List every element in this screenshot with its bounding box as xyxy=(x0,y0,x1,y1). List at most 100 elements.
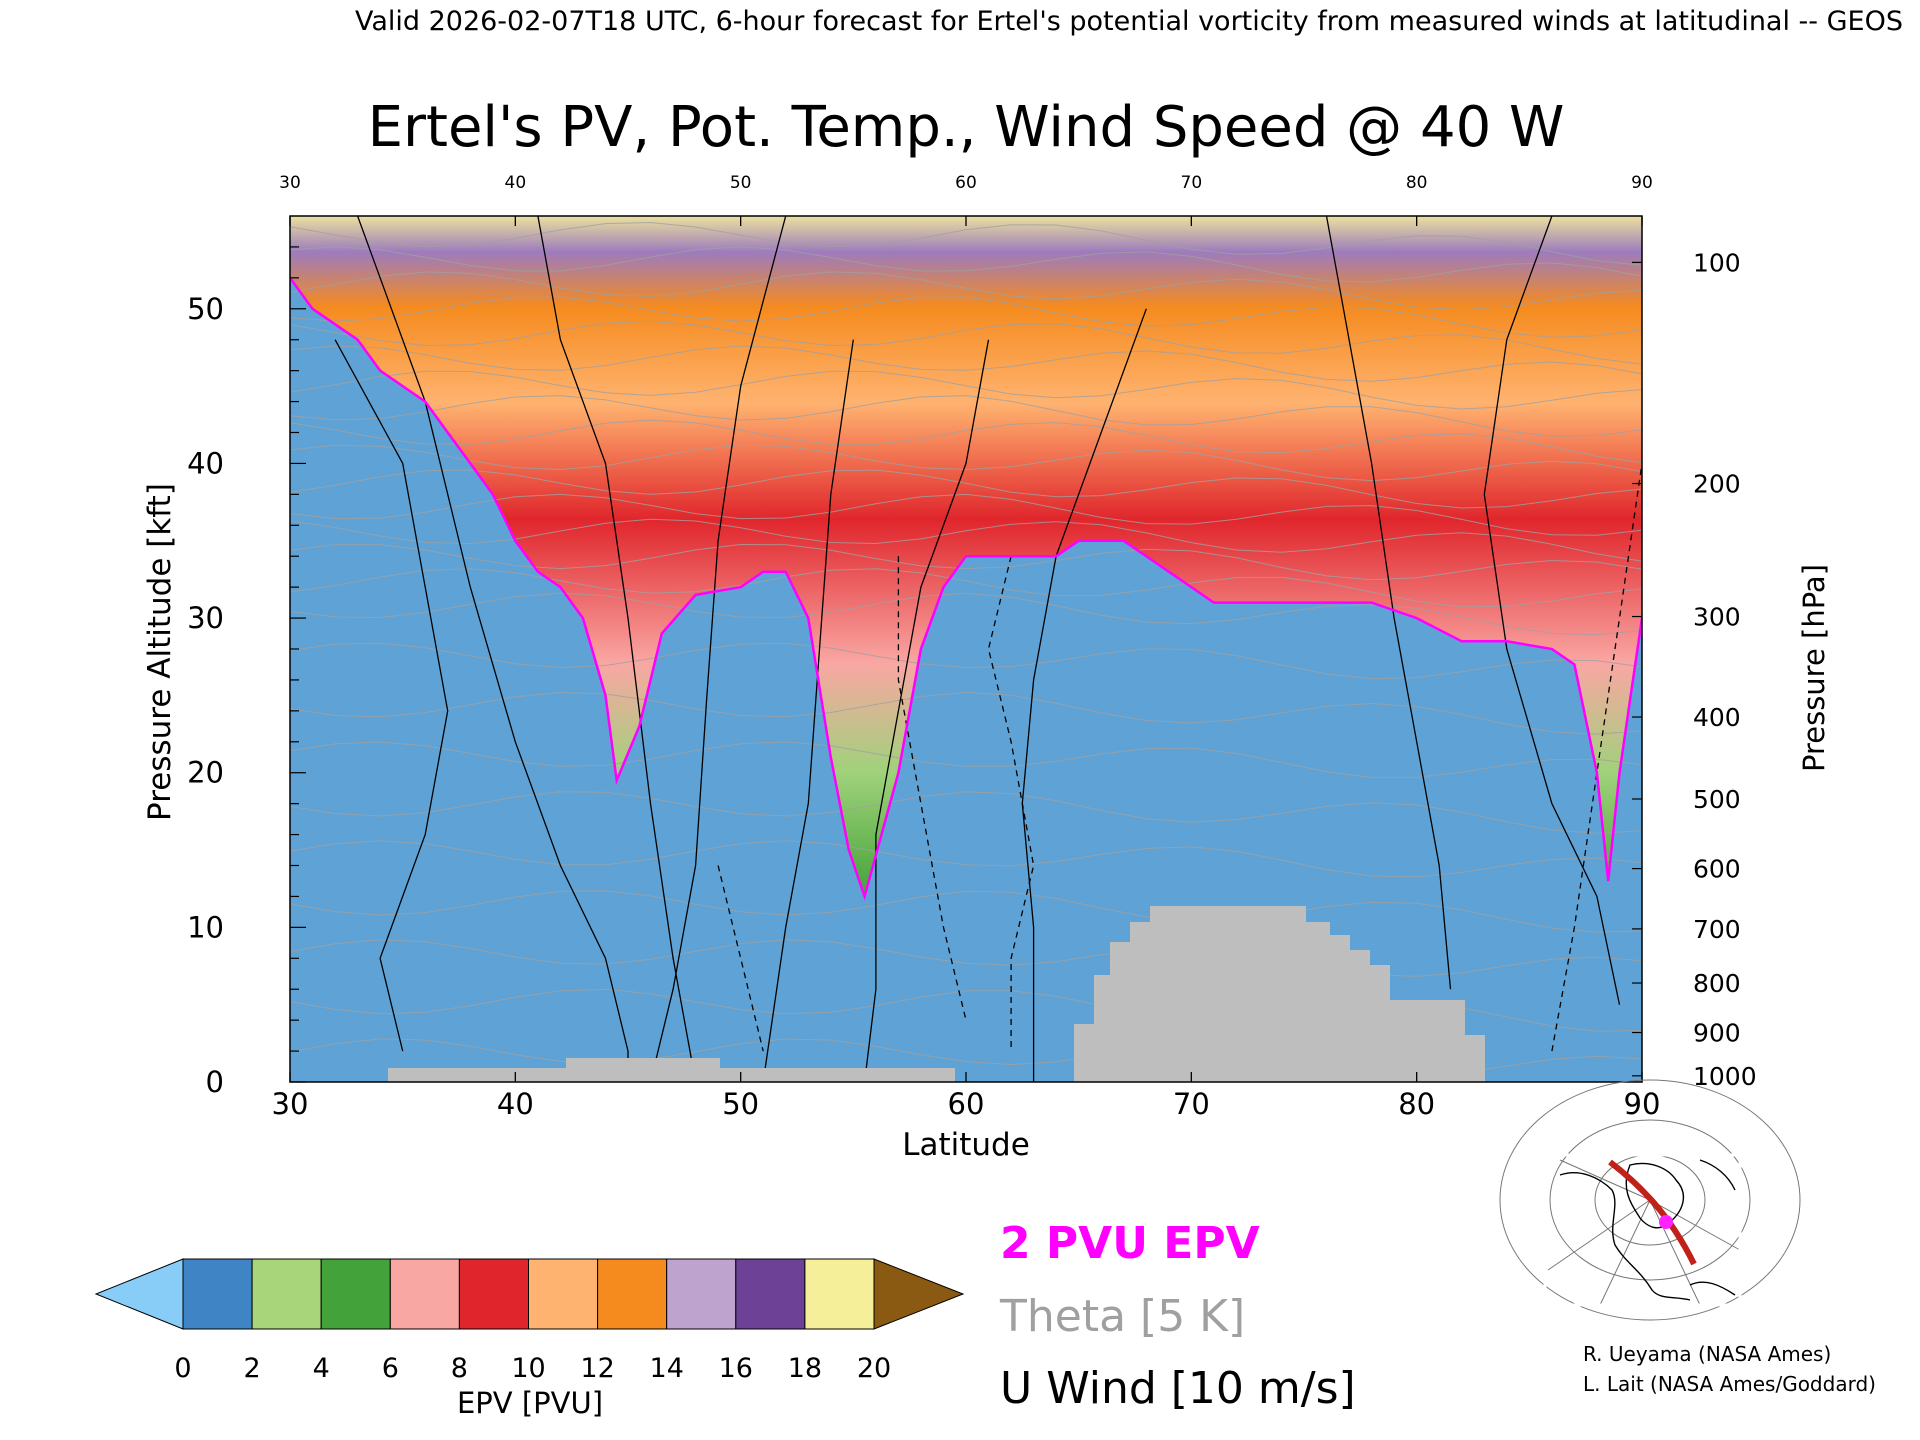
colorbar-segment xyxy=(528,1258,599,1330)
credit-line-1: R. Ueyama (NASA Ames) xyxy=(1583,1342,1831,1366)
theta-contour-line xyxy=(290,592,1642,636)
pv-2pvu-contour xyxy=(290,277,1642,901)
credit-line-2: L. Lait (NASA Ames/Goddard) xyxy=(1583,1372,1876,1396)
theta-contour-line xyxy=(290,493,1642,536)
y-tick-label: 0 xyxy=(206,1065,224,1099)
colorbar-segment xyxy=(389,1258,460,1330)
theta-contour-line xyxy=(290,543,1642,581)
colorbar-segment xyxy=(666,1258,737,1330)
wind-contour-line xyxy=(537,216,697,1082)
wind-contour-line xyxy=(356,216,629,1082)
theta-contour-line xyxy=(290,246,1642,283)
colorbar-tick-label: 16 xyxy=(719,1353,753,1384)
wind-contour-line xyxy=(334,339,449,1052)
legend-entry-label: 2 PVU EPV xyxy=(1000,1218,1260,1269)
pressure-tick-label: 500 xyxy=(1693,785,1741,814)
legend-entry-label: U Wind [10 m/s] xyxy=(1000,1363,1356,1414)
wind-contour-line xyxy=(649,216,787,1082)
colorbar-segment xyxy=(251,1258,322,1330)
colorbar-tick-label: 8 xyxy=(451,1353,468,1384)
wind-contour-line xyxy=(863,339,990,1082)
x-top-tick-label: 70 xyxy=(1181,173,1203,193)
wind-contour-line xyxy=(1483,216,1621,1005)
theta-contour-line xyxy=(290,840,1642,878)
colorbar-tick-label: 20 xyxy=(857,1353,891,1384)
colorbar-segment xyxy=(320,1258,391,1330)
cross-section-track xyxy=(1608,1159,1697,1266)
x-tick-label: 90 xyxy=(1624,1087,1661,1121)
theta-contour-line xyxy=(290,890,1642,933)
x-top-tick-label: 40 xyxy=(505,173,527,193)
y-tick-label: 20 xyxy=(187,756,224,790)
y-tick-label: 40 xyxy=(187,446,224,480)
x-tick-label: 80 xyxy=(1398,1087,1435,1121)
theta-contour-line xyxy=(290,444,1642,482)
wind-contour-line xyxy=(1325,216,1452,990)
x-top-tick-label: 30 xyxy=(279,173,301,193)
colorbar-tick-label: 4 xyxy=(313,1353,330,1384)
x-tick-label: 60 xyxy=(948,1087,985,1121)
colorbar-tick-label: 18 xyxy=(788,1353,822,1384)
valid-time-header: Valid 2026-02-07T18 UTC, 6-hour forecast… xyxy=(355,6,1903,37)
pressure-tick-label: 1000 xyxy=(1693,1062,1757,1091)
location-inset-map xyxy=(1499,1079,1801,1321)
x-top-tick-label: 50 xyxy=(730,173,752,193)
wind-contour-line xyxy=(897,556,967,1021)
x-tick-label: 70 xyxy=(1173,1087,1210,1121)
terrain-mask-north xyxy=(1074,906,1485,1082)
colorbar-segment xyxy=(597,1258,668,1330)
theta-contour-line xyxy=(290,271,1642,311)
pressure-tick-label: 100 xyxy=(1693,248,1741,277)
y-axis-label: Pressure Altitude [kft] xyxy=(142,483,178,821)
pressure-tick-label: 400 xyxy=(1693,703,1741,732)
theta-contour-line xyxy=(290,469,1642,509)
x-tick-label: 50 xyxy=(722,1087,759,1121)
pressure-tick-label: 900 xyxy=(1693,1019,1741,1048)
theta-contour-line xyxy=(290,221,1642,266)
x-tick-label: 30 xyxy=(272,1087,309,1121)
wind-contour-line xyxy=(762,339,854,1082)
colorbar-tick-label: 0 xyxy=(174,1353,191,1384)
pressure-tick-label: 600 xyxy=(1693,855,1741,884)
x-top-tick-label: 80 xyxy=(1406,173,1428,193)
theta-contour-line xyxy=(290,296,1642,338)
y-axis-label-right: Pressure [hPa] xyxy=(1797,564,1831,772)
legend-entry-label: Theta [5 K] xyxy=(999,1291,1245,1342)
theta-contour-line xyxy=(290,395,1642,437)
theta-contour-line xyxy=(290,642,1642,680)
colorbar-segment xyxy=(182,1258,253,1330)
theta-contour-line xyxy=(290,791,1642,834)
x-tick-label: 40 xyxy=(497,1087,534,1121)
colorbar-segment xyxy=(735,1258,806,1330)
y-tick-label: 10 xyxy=(187,910,224,944)
wind-contour-line xyxy=(717,865,764,1052)
y-tick-label: 50 xyxy=(187,292,224,326)
colorbar-segment xyxy=(804,1258,875,1330)
colorbar-tick-label: 2 xyxy=(244,1353,261,1384)
colorbar-segment xyxy=(458,1258,529,1330)
wind-contour-line xyxy=(987,556,1035,1052)
colorbar-tick-label: 10 xyxy=(511,1353,545,1384)
theta-contour-line xyxy=(290,419,1642,464)
theta-contour-line xyxy=(290,320,1642,365)
x-top-tick-label: 90 xyxy=(1631,173,1653,193)
theta-contour-line xyxy=(290,741,1642,778)
colorbar-tick-label: 14 xyxy=(650,1353,684,1384)
pressure-tick-label: 800 xyxy=(1693,969,1741,998)
colorbar-over-arrow xyxy=(873,1258,965,1330)
pressure-tick-label: 200 xyxy=(1693,470,1741,499)
wind-contour-line xyxy=(1021,308,1147,1082)
wind-contours xyxy=(334,216,1642,1082)
theta-contour-line xyxy=(290,691,1642,735)
theta-contour-line xyxy=(290,345,1642,382)
pressure-tick-label: 700 xyxy=(1693,915,1741,944)
chart-title: Ertel's PV, Pot. Temp., Wind Speed @ 40 … xyxy=(368,95,1565,160)
theta-contour-line xyxy=(290,568,1642,608)
location-marker-icon xyxy=(1659,1215,1673,1229)
contour-legend: 2 PVU EPV Theta [5 K] U Wind [10 m/s] xyxy=(999,1218,1356,1414)
terrain-mask-south xyxy=(388,1058,955,1082)
theta-contour-line xyxy=(290,370,1642,410)
